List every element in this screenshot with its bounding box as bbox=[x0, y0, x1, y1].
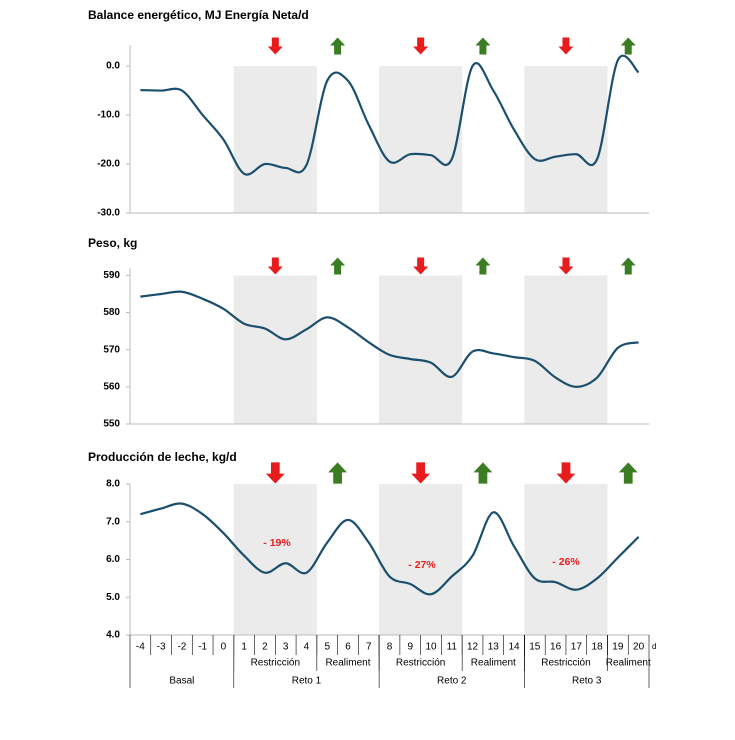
y-tick-label: -10.0 bbox=[97, 110, 120, 121]
y-tick-label: 5.0 bbox=[106, 592, 120, 603]
arrow-up bbox=[473, 462, 493, 484]
phase-shade bbox=[524, 66, 608, 214]
arrow-up bbox=[330, 37, 346, 55]
group-label: Realiment bbox=[325, 658, 370, 669]
arrow-down bbox=[267, 257, 283, 275]
arrow-down bbox=[411, 462, 431, 484]
x-unit: d bbox=[652, 642, 656, 651]
period-label: Reto 1 bbox=[292, 676, 322, 687]
phase-shade bbox=[233, 484, 317, 635]
arrow-up bbox=[330, 257, 346, 275]
period-label: Reto 2 bbox=[437, 676, 467, 687]
arrow-down bbox=[556, 462, 576, 484]
phase-shade bbox=[379, 66, 463, 214]
x-tick-label: 16 bbox=[550, 642, 562, 653]
arrow-up bbox=[475, 37, 491, 55]
annotation: - 26% bbox=[552, 556, 580, 568]
arrow-up bbox=[620, 257, 636, 275]
y-tick-label: -20.0 bbox=[97, 159, 120, 170]
annotation: - 27% bbox=[408, 559, 436, 571]
group-label: Restricción bbox=[251, 658, 300, 669]
x-tick-label: 0 bbox=[221, 642, 227, 653]
period-label: Reto 3 bbox=[572, 676, 602, 687]
arrow-down bbox=[265, 462, 285, 484]
annotation: - 19% bbox=[263, 537, 291, 549]
arrow-down bbox=[558, 37, 574, 55]
arrow-down bbox=[558, 257, 574, 275]
y-tick-label: 570 bbox=[103, 344, 120, 355]
x-tick-label: -1 bbox=[198, 642, 207, 653]
period-label: Basal bbox=[169, 676, 194, 687]
x-tick-label: 2 bbox=[262, 642, 268, 653]
phase-shade bbox=[524, 484, 608, 635]
x-tick-label: 20 bbox=[633, 642, 645, 653]
y-tick-label: 8.0 bbox=[106, 479, 120, 490]
x-tick-label: -4 bbox=[136, 642, 145, 653]
x-tick-label: 4 bbox=[304, 642, 310, 653]
y-tick-label: 0.0 bbox=[106, 61, 120, 72]
arrow-up bbox=[475, 257, 491, 275]
arrow-down bbox=[413, 37, 429, 55]
phase-shade bbox=[233, 66, 317, 214]
group-label: Realiment bbox=[606, 658, 651, 669]
data-line bbox=[140, 54, 640, 176]
group-label: Realiment bbox=[471, 658, 516, 669]
arrow-up bbox=[620, 37, 636, 55]
x-tick-label: 6 bbox=[345, 642, 351, 653]
phase-shade bbox=[233, 275, 317, 424]
x-tick-label: 18 bbox=[592, 642, 604, 653]
x-tick-label: 10 bbox=[425, 642, 437, 653]
y-tick-label: 580 bbox=[103, 307, 120, 318]
arrow-up bbox=[618, 462, 638, 484]
y-tick-label: 7.0 bbox=[106, 516, 120, 527]
x-tick-label: 3 bbox=[283, 642, 289, 653]
y-tick-label: 560 bbox=[103, 381, 120, 392]
phase-shade bbox=[379, 275, 463, 424]
group-label: Restricción bbox=[541, 658, 590, 669]
x-tick-label: 14 bbox=[508, 642, 520, 653]
panel-title: Peso, kg bbox=[88, 236, 137, 250]
x-tick-label: 19 bbox=[612, 642, 624, 653]
arrow-down bbox=[413, 257, 429, 275]
arrow-up bbox=[328, 462, 347, 484]
x-tick-label: 9 bbox=[407, 642, 413, 653]
y-tick-label: 6.0 bbox=[106, 554, 120, 565]
phase-shade bbox=[379, 484, 463, 635]
y-tick-label: 550 bbox=[103, 419, 120, 430]
x-tick-label: 7 bbox=[366, 642, 372, 653]
y-tick-label: 4.0 bbox=[106, 630, 120, 641]
y-tick-label: -30.0 bbox=[97, 208, 120, 219]
x-tick-label: 13 bbox=[488, 642, 500, 653]
x-tick-label: 8 bbox=[387, 642, 393, 653]
x-tick-label: -2 bbox=[177, 642, 186, 653]
phase-shade bbox=[524, 275, 608, 424]
x-tick-label: 15 bbox=[529, 642, 541, 653]
x-tick-label: 11 bbox=[447, 642, 458, 653]
group-label: Restricción bbox=[396, 658, 445, 669]
data-line bbox=[140, 290, 639, 388]
data-line bbox=[140, 502, 640, 596]
y-tick-label: 590 bbox=[103, 270, 120, 281]
arrow-down bbox=[267, 37, 283, 55]
x-tick-label: 12 bbox=[467, 642, 479, 653]
x-tick-label: -3 bbox=[157, 642, 166, 653]
panel-title: Balance energético, MJ Energía Neta/d bbox=[88, 8, 309, 22]
panel-title: Producción de leche, kg/d bbox=[88, 450, 237, 464]
x-tick-label: 5 bbox=[324, 642, 330, 653]
x-tick-label: 17 bbox=[571, 642, 583, 653]
x-tick-label: 1 bbox=[241, 642, 247, 653]
